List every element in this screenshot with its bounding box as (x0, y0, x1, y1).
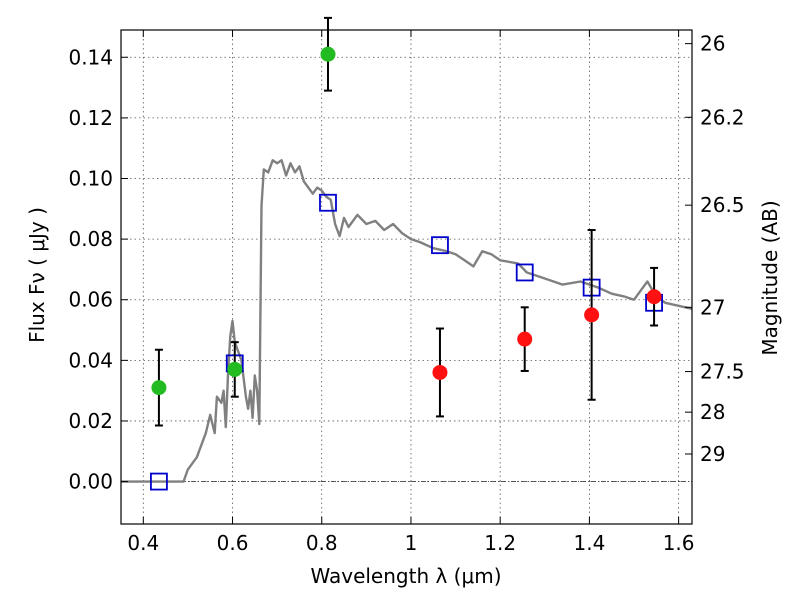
x-tick-label: 0.4 (127, 531, 159, 555)
model-point-square (319, 193, 337, 212)
data-point (584, 307, 600, 323)
plot-frame (120, 29, 693, 525)
y-tick-label: 0.12 (68, 106, 113, 130)
y2-tick-label: 26.2 (700, 105, 745, 129)
y-tick-label: 0.08 (68, 227, 113, 251)
y-tick-label: 0.06 (68, 288, 113, 312)
x-tick-label: 1 (405, 531, 418, 555)
x-tick-label: 0.6 (217, 531, 249, 555)
y2-tick-label: 26.5 (700, 193, 745, 217)
model-point-square (515, 263, 534, 282)
data-point (646, 289, 662, 305)
plot-area (121, 16, 693, 491)
data-point (517, 331, 533, 347)
y2-tick-label: 27.5 (700, 360, 745, 384)
data-point (432, 364, 448, 380)
x-axis-label: Wavelength λ (μm) (310, 564, 501, 588)
ticks: 0.4 0.6 0.8 1 1.2 1.4 1.6 0.00 0.02 0.04 0.06 0.08 0… (68, 30, 745, 555)
spectrum-line (121, 159, 693, 483)
grid (121, 30, 692, 524)
data-point (227, 361, 243, 377)
y-tick-label: 0.10 (68, 167, 113, 191)
x-tick-label: 1.6 (663, 531, 695, 555)
y-axis-label: Flux Fν ( μJy ) (25, 207, 49, 343)
y-tick-label: 0.14 (68, 45, 113, 69)
data-point (320, 46, 336, 62)
y2-tick-label: 27 (700, 295, 725, 319)
model-point-square (431, 236, 449, 255)
model-point-square (150, 472, 168, 491)
y-tick-label: 0.02 (68, 409, 113, 433)
x-tick-label: 1.2 (484, 531, 516, 555)
y-tick-label: 0.04 (68, 348, 113, 372)
y2-tick-label: 28 (700, 400, 725, 424)
y-tick-label: 0.00 (68, 470, 113, 494)
x-tick-label: 0.8 (306, 531, 338, 555)
data-point (151, 380, 167, 396)
y2-tick-label: 26 (700, 32, 725, 56)
y2-axis-label: Magnitude (AB) (758, 200, 782, 355)
x-tick-label: 1.4 (573, 531, 605, 555)
y2-tick-label: 29 (700, 442, 725, 466)
